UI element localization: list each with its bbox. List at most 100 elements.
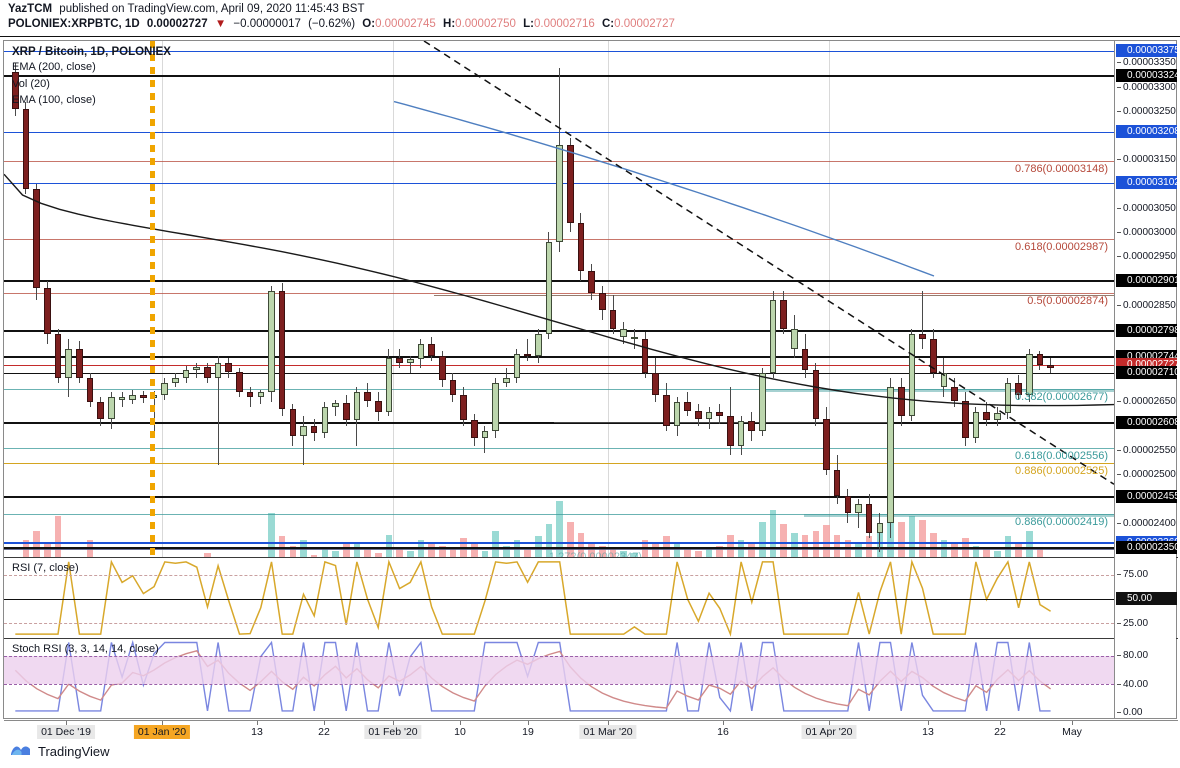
candlestick[interactable] xyxy=(22,101,30,194)
candlestick[interactable] xyxy=(535,329,542,364)
candlestick[interactable] xyxy=(289,404,297,446)
time-axis-label[interactable]: 01 Mar '20 xyxy=(579,725,637,739)
candlestick[interactable] xyxy=(353,387,361,446)
candlestick[interactable] xyxy=(673,397,681,436)
legend-volume[interactable]: Vol (20) xyxy=(12,78,50,90)
candlestick[interactable] xyxy=(449,372,457,402)
candlestick[interactable] xyxy=(428,336,435,361)
price-axis-tick[interactable]: 0.00003102 xyxy=(1116,176,1180,190)
price-axis[interactable]: 0.00003375 0.00003350 0.00003324 0.00003300… xyxy=(1114,41,1180,718)
candlestick[interactable] xyxy=(887,377,894,538)
candlestick[interactable] xyxy=(577,213,585,281)
rsi-pane[interactable] xyxy=(4,558,1114,638)
rsi-axis-tick[interactable]: 75.00 xyxy=(1115,568,1177,581)
price-axis-tick[interactable]: 0.00003350 xyxy=(1115,56,1177,69)
candlestick[interactable] xyxy=(332,399,339,417)
candlestick[interactable] xyxy=(214,355,222,465)
time-axis-label[interactable]: 13 xyxy=(251,726,263,738)
candlestick[interactable] xyxy=(1025,348,1033,402)
time-axis-label[interactable]: 01 Apr '20 xyxy=(801,725,857,739)
candlestick[interactable] xyxy=(993,406,1001,427)
candlestick[interactable] xyxy=(1015,375,1022,400)
candlestick[interactable] xyxy=(641,331,649,378)
candlestick[interactable] xyxy=(492,377,499,439)
candlestick[interactable] xyxy=(374,392,382,422)
candlestick[interactable] xyxy=(129,389,137,405)
candlestick[interactable] xyxy=(812,363,820,427)
legend-rsi[interactable]: RSI (7, close) xyxy=(12,562,79,574)
candlestick[interactable] xyxy=(983,401,990,427)
time-axis[interactable]: 01 Dec '19 01 Jan '20 13 22 01 Feb '20 10 19 01… xyxy=(4,720,1178,746)
rsi-axis-tick[interactable]: 25.00 xyxy=(1115,617,1177,630)
candlestick[interactable] xyxy=(556,67,563,252)
candlestick[interactable] xyxy=(652,358,660,402)
stoch-axis-tick[interactable]: 80.00 xyxy=(1115,649,1177,662)
candlestick[interactable] xyxy=(897,377,905,427)
candlestick[interactable] xyxy=(460,387,467,427)
time-axis-label[interactable]: 01 Feb '20 xyxy=(364,725,422,739)
price-axis-tick[interactable]: 0.00002650 xyxy=(1115,395,1177,408)
candlestick[interactable] xyxy=(908,329,916,422)
candlestick[interactable] xyxy=(225,358,233,378)
candlestick[interactable] xyxy=(65,338,72,398)
time-axis-label[interactable]: 10 xyxy=(454,726,466,738)
stoch-axis-tick[interactable]: 40.00 xyxy=(1115,678,1177,691)
candlestick[interactable] xyxy=(438,351,446,388)
price-axis-tick[interactable]: 0.00002950 xyxy=(1115,250,1177,263)
candlestick[interactable] xyxy=(236,368,243,398)
candlestick[interactable] xyxy=(588,263,595,301)
candlestick[interactable] xyxy=(1004,377,1012,419)
price-axis-tick[interactable]: 0.00003250 xyxy=(1115,105,1177,118)
candlestick[interactable] xyxy=(823,406,830,475)
candlestick[interactable] xyxy=(161,377,169,400)
price-axis-tick[interactable]: 0.00002901 xyxy=(1116,273,1180,287)
candlestick[interactable] xyxy=(1036,351,1044,370)
candlestick[interactable] xyxy=(481,426,489,453)
candlestick[interactable] xyxy=(417,338,425,369)
candlestick[interactable] xyxy=(278,283,286,417)
candlestick[interactable] xyxy=(620,322,627,344)
price-axis-tick[interactable]: 0.00003050 xyxy=(1115,202,1177,215)
candlestick[interactable] xyxy=(86,372,94,407)
candlestick[interactable] xyxy=(44,280,51,344)
price-axis-tick[interactable]: 0.00002400 xyxy=(1115,517,1177,530)
candlestick[interactable] xyxy=(97,397,105,427)
candlestick[interactable] xyxy=(193,363,201,378)
price-axis-tick[interactable]: 0.00002455 xyxy=(1116,489,1180,503)
price-axis-tick[interactable]: 0.00003300 xyxy=(1115,81,1177,94)
price-axis-tick[interactable]: 0.00003208 xyxy=(1116,125,1180,139)
candlestick[interactable] xyxy=(342,394,350,427)
candlestick[interactable] xyxy=(118,392,126,407)
stoch-pane[interactable] xyxy=(4,639,1114,718)
time-axis-label[interactable]: 19 xyxy=(522,726,534,738)
candlestick[interactable] xyxy=(513,348,521,383)
candlestick[interactable] xyxy=(396,348,403,369)
candlestick[interactable] xyxy=(940,358,948,398)
time-axis-label[interactable]: 01 Jan '20 xyxy=(133,725,191,739)
price-axis-tick[interactable]: 0.00002500 xyxy=(1115,468,1177,481)
candlestick[interactable] xyxy=(385,348,393,417)
candlestick[interactable] xyxy=(716,404,724,424)
time-axis-label[interactable]: 01 Dec '19 xyxy=(37,725,95,739)
candlestick[interactable] xyxy=(76,341,83,383)
price-axis-tick[interactable]: 0.00003324 xyxy=(1116,68,1180,82)
candlestick[interactable] xyxy=(855,498,862,528)
candlestick[interactable] xyxy=(567,137,574,233)
price-axis-tick[interactable]: 0.00002608 xyxy=(1116,415,1180,429)
price-axis-tick[interactable]: 0.00003000 xyxy=(1115,226,1177,239)
candlestick[interactable] xyxy=(631,329,638,349)
price-axis-tick[interactable]: 0.00003150 xyxy=(1115,153,1177,166)
time-axis-label[interactable]: 16 xyxy=(717,726,729,738)
candlestick[interactable] xyxy=(972,406,980,444)
candlestick[interactable] xyxy=(951,377,958,407)
candlestick[interactable] xyxy=(737,416,745,456)
candlestick[interactable] xyxy=(961,392,969,446)
candlestick[interactable] xyxy=(406,355,414,373)
time-axis-label[interactable]: 22 xyxy=(994,726,1006,738)
rsi-axis-tick[interactable]: 50.00 xyxy=(1116,592,1177,606)
candlestick[interactable] xyxy=(876,513,884,553)
candlestick[interactable] xyxy=(791,314,798,359)
candlestick[interactable] xyxy=(833,455,841,504)
price-axis-tick[interactable]: 0.00003375 xyxy=(1116,44,1180,58)
price-axis-tick[interactable]: 0.00002798 xyxy=(1116,323,1180,337)
